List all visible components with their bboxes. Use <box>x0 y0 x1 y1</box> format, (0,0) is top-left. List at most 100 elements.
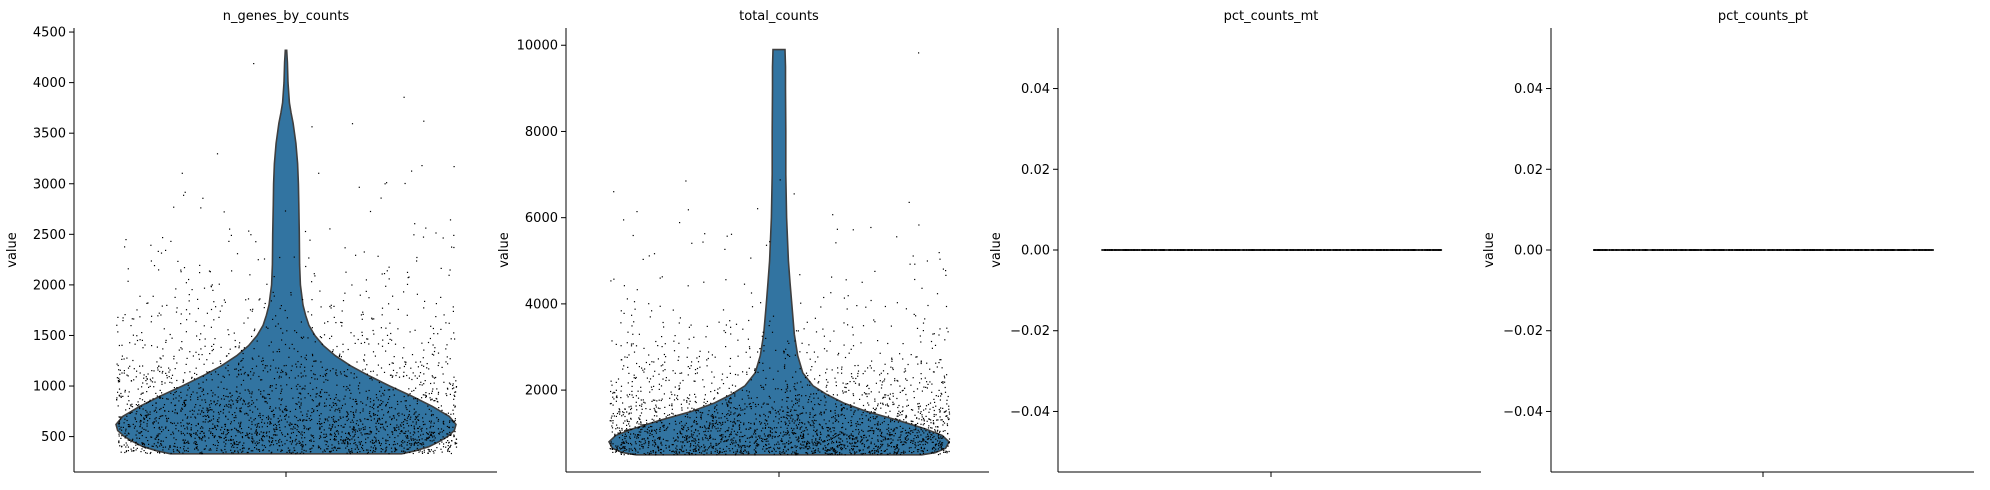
strip-point <box>225 443 227 445</box>
strip-point <box>865 415 867 417</box>
strip-point <box>758 362 761 364</box>
strip-point <box>191 376 193 378</box>
strip-point <box>403 291 405 293</box>
strip-point <box>128 400 130 402</box>
strip-point <box>804 423 806 425</box>
strip-point <box>947 417 949 419</box>
strip-point <box>432 327 434 330</box>
strip-point <box>694 448 696 450</box>
strip-point <box>136 339 139 342</box>
strip-point <box>213 400 215 402</box>
strip-point <box>939 359 941 361</box>
strip-point <box>162 446 164 448</box>
strip-point <box>819 451 821 453</box>
strip-point <box>200 453 202 455</box>
strip-point <box>409 447 411 449</box>
strip-point <box>230 234 232 236</box>
strip-point <box>629 428 631 430</box>
strip-point <box>142 442 144 444</box>
strip-point <box>799 274 801 276</box>
strip-point <box>860 453 862 455</box>
strip-point <box>741 436 743 438</box>
strip-point <box>714 389 716 392</box>
strip-point <box>813 452 815 454</box>
strip-point <box>809 413 811 416</box>
strip-point <box>712 438 714 440</box>
strip-point <box>740 431 742 433</box>
strip-point <box>714 450 716 453</box>
strip-point <box>853 451 856 453</box>
strip-point <box>278 375 281 377</box>
strip-point <box>315 360 317 362</box>
strip-point <box>372 442 374 444</box>
strip-point <box>268 450 270 452</box>
strip-point <box>380 423 382 425</box>
strip-point <box>290 432 293 434</box>
strip-point <box>297 420 299 422</box>
strip-point <box>263 396 265 398</box>
strip-point <box>763 402 765 404</box>
strip-point <box>775 412 777 414</box>
strip-point <box>145 416 148 418</box>
strip-point <box>277 421 279 423</box>
strip-point <box>247 374 250 376</box>
strip-point <box>121 355 123 357</box>
strip-point <box>319 375 321 377</box>
strip-point <box>612 413 614 415</box>
strip-point <box>403 96 405 98</box>
strip-point <box>376 414 379 416</box>
strip-point <box>722 448 724 450</box>
strip-point <box>416 439 418 441</box>
strip-point <box>806 321 808 323</box>
strip-point <box>410 443 412 445</box>
strip-point <box>936 443 938 445</box>
strip-point <box>806 352 808 354</box>
strip-point <box>410 367 412 369</box>
strip-point <box>644 424 646 426</box>
strip-point <box>157 315 159 317</box>
strip-point <box>174 404 176 407</box>
strip-point <box>769 241 771 243</box>
strip-point <box>452 310 454 312</box>
strip-point <box>205 415 207 417</box>
strip-point <box>920 447 922 449</box>
strip-point <box>344 442 346 444</box>
strip-point <box>814 317 816 319</box>
strip-point <box>362 423 364 425</box>
strip-point <box>395 374 397 377</box>
strip-point <box>251 310 253 312</box>
strip-point <box>710 430 712 432</box>
strip-point <box>922 438 924 440</box>
strip-point <box>431 353 433 355</box>
strip-point <box>201 439 203 441</box>
strip-point <box>785 423 787 426</box>
strip-point <box>665 416 667 418</box>
strip-point <box>343 442 345 444</box>
strip-point <box>377 399 379 401</box>
strip-point <box>210 286 212 288</box>
strip-point <box>150 260 152 262</box>
strip-point <box>805 447 807 449</box>
strip-point <box>920 427 922 429</box>
strip-point <box>348 432 350 434</box>
strip-point <box>721 451 723 453</box>
strip-point <box>410 416 412 418</box>
strip-point <box>164 410 166 412</box>
strip-point <box>358 186 360 188</box>
strip-point <box>409 404 411 407</box>
strip-point <box>190 399 192 401</box>
strip-point <box>790 447 792 449</box>
strip-point <box>941 442 943 444</box>
strip-point <box>243 442 245 444</box>
strip-point <box>248 230 250 232</box>
strip-point <box>429 397 431 399</box>
strip-point <box>616 412 619 415</box>
strip-point <box>224 405 226 407</box>
strip-point <box>293 256 295 258</box>
strip-point <box>427 448 429 450</box>
strip-point <box>671 451 673 453</box>
strip-point <box>899 353 901 355</box>
strip-point <box>446 356 448 358</box>
strip-point <box>727 430 729 432</box>
strip-point <box>377 410 379 412</box>
